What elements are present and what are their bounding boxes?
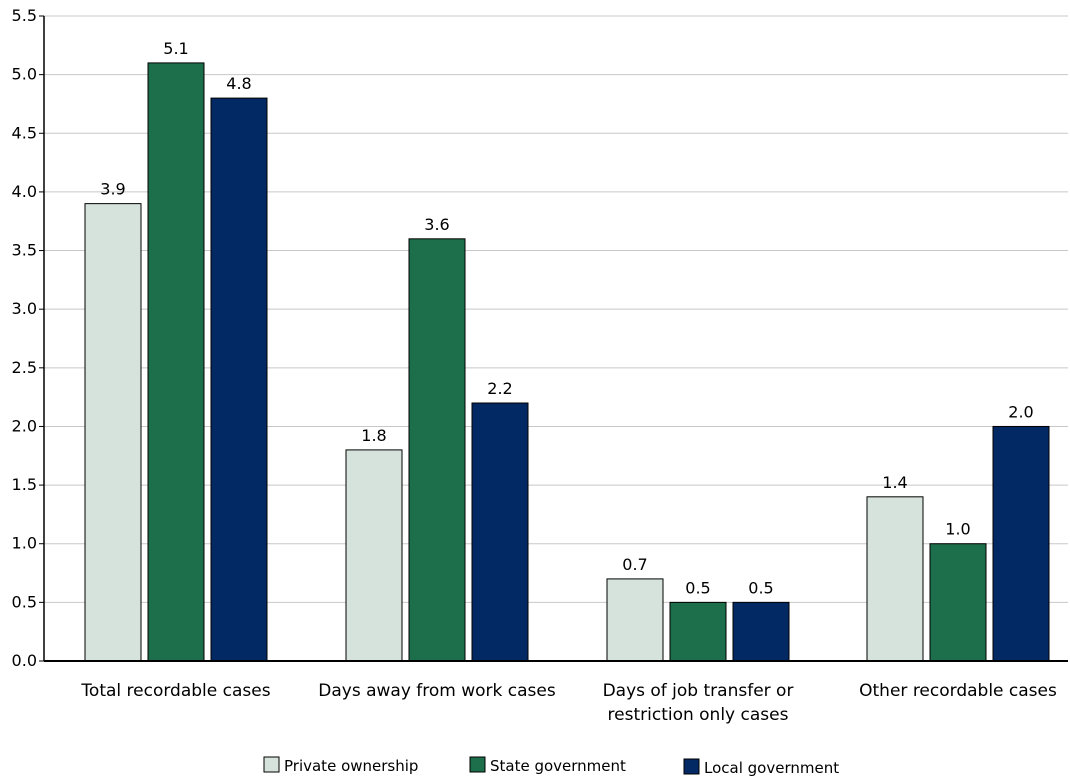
bars: 3.9 1.8 0.7 1.4 5.1 3.6 0.5 1.0 4.8 2.2 0.5 2.0 (84, 39, 1050, 662)
legend-swatch (683, 758, 700, 775)
bar (471, 402, 529, 662)
data-label: 5.1 (163, 39, 188, 58)
data-label: 4.8 (226, 74, 251, 93)
bar (408, 238, 466, 662)
legend-label: Local government (704, 759, 839, 777)
data-label: 0.7 (622, 555, 647, 574)
bar (210, 97, 268, 662)
x-tick-label: Days away from work cases (318, 681, 556, 701)
x-tick-label: Days of job transfer or restriction only … (603, 681, 794, 725)
y-tick-label: 4.5 (12, 123, 37, 142)
data-label: 0.5 (748, 578, 773, 597)
bar (669, 601, 727, 662)
data-label: 2.0 (1008, 402, 1033, 421)
y-tick-label: 0.0 (12, 651, 37, 670)
x-tick-label: Total recordable cases (80, 681, 270, 701)
bar (147, 62, 205, 662)
legend-label: State government (490, 757, 626, 775)
data-label: 0.5 (685, 578, 710, 597)
bar (732, 601, 790, 662)
x-tick-label: Other recordable cases (859, 681, 1057, 701)
y-tick-label: 5.0 (12, 65, 37, 84)
y-tick-label: 4.0 (12, 182, 37, 201)
legend-swatch (263, 756, 280, 773)
y-tick-label: 1.0 (12, 534, 37, 553)
bar (84, 203, 142, 662)
bar (345, 449, 403, 662)
legend-swatch (469, 756, 486, 773)
legend-label: Private ownership (284, 757, 418, 775)
y-tick-label: 2.5 (12, 358, 37, 377)
y-tick-label: 3.0 (12, 299, 37, 318)
data-label: 2.2 (487, 379, 512, 398)
bar (866, 496, 924, 662)
y-tick-label: 5.5 (12, 6, 37, 25)
legend: Private ownership State government Local g… (263, 756, 839, 777)
data-label: 1.4 (882, 473, 907, 492)
data-label: 1.0 (945, 520, 970, 539)
bar (992, 425, 1050, 662)
bar (606, 578, 664, 662)
y-tick-label: 3.5 (12, 241, 37, 260)
y-tick-label: 0.5 (12, 592, 37, 611)
data-label: 3.6 (424, 215, 449, 234)
data-label: 1.8 (361, 426, 386, 445)
y-tick-label: 2.0 (12, 416, 37, 435)
y-axis: 0.0 0.5 1.0 1.5 2.0 2.5 3.0 3.5 4.0 4.5 5.0 5.5 (12, 6, 45, 670)
bar (929, 543, 987, 662)
y-tick-label: 1.5 (12, 475, 37, 494)
data-label: 3.9 (100, 180, 125, 199)
x-axis: Total recordable cases Days away from wor… (44, 660, 1068, 725)
